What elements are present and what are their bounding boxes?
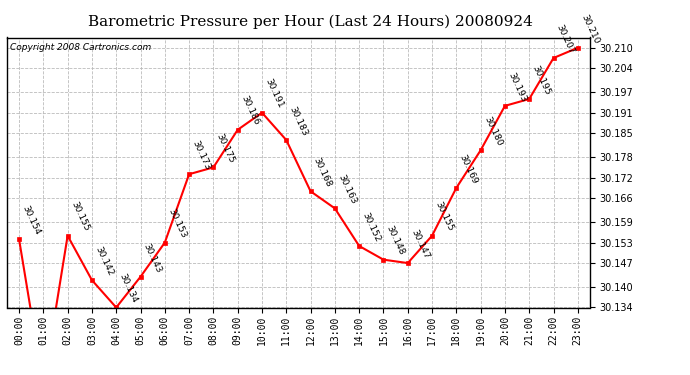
Text: 30.134: 30.134 <box>117 272 139 305</box>
Text: 30.153: 30.153 <box>166 207 188 240</box>
Text: 30.147: 30.147 <box>409 228 431 260</box>
Text: 30.163: 30.163 <box>336 173 358 206</box>
Text: 30.111: 30.111 <box>0 374 1 375</box>
Text: 30.169: 30.169 <box>457 153 480 185</box>
Text: 30.175: 30.175 <box>215 132 236 165</box>
Text: 30.143: 30.143 <box>142 242 164 274</box>
Text: 30.152: 30.152 <box>361 211 382 243</box>
Text: 30.180: 30.180 <box>482 115 504 147</box>
Text: 30.173: 30.173 <box>190 139 212 171</box>
Text: 30.154: 30.154 <box>21 204 42 236</box>
Text: 30.142: 30.142 <box>93 245 115 278</box>
Text: 30.155: 30.155 <box>69 201 90 233</box>
Text: 30.191: 30.191 <box>264 78 285 110</box>
Text: 30.186: 30.186 <box>239 94 261 127</box>
Text: 30.193: 30.193 <box>506 70 528 103</box>
Text: 30.207: 30.207 <box>555 23 576 55</box>
Text: 30.148: 30.148 <box>385 225 406 257</box>
Text: 30.183: 30.183 <box>288 105 309 137</box>
Text: 30.168: 30.168 <box>312 156 333 189</box>
Text: 30.195: 30.195 <box>531 64 552 96</box>
Text: 30.155: 30.155 <box>433 201 455 233</box>
Text: Copyright 2008 Cartronics.com: Copyright 2008 Cartronics.com <box>10 43 151 52</box>
Text: Barometric Pressure per Hour (Last 24 Hours) 20080924: Barometric Pressure per Hour (Last 24 Ho… <box>88 15 533 29</box>
Text: 30.210: 30.210 <box>579 13 601 45</box>
